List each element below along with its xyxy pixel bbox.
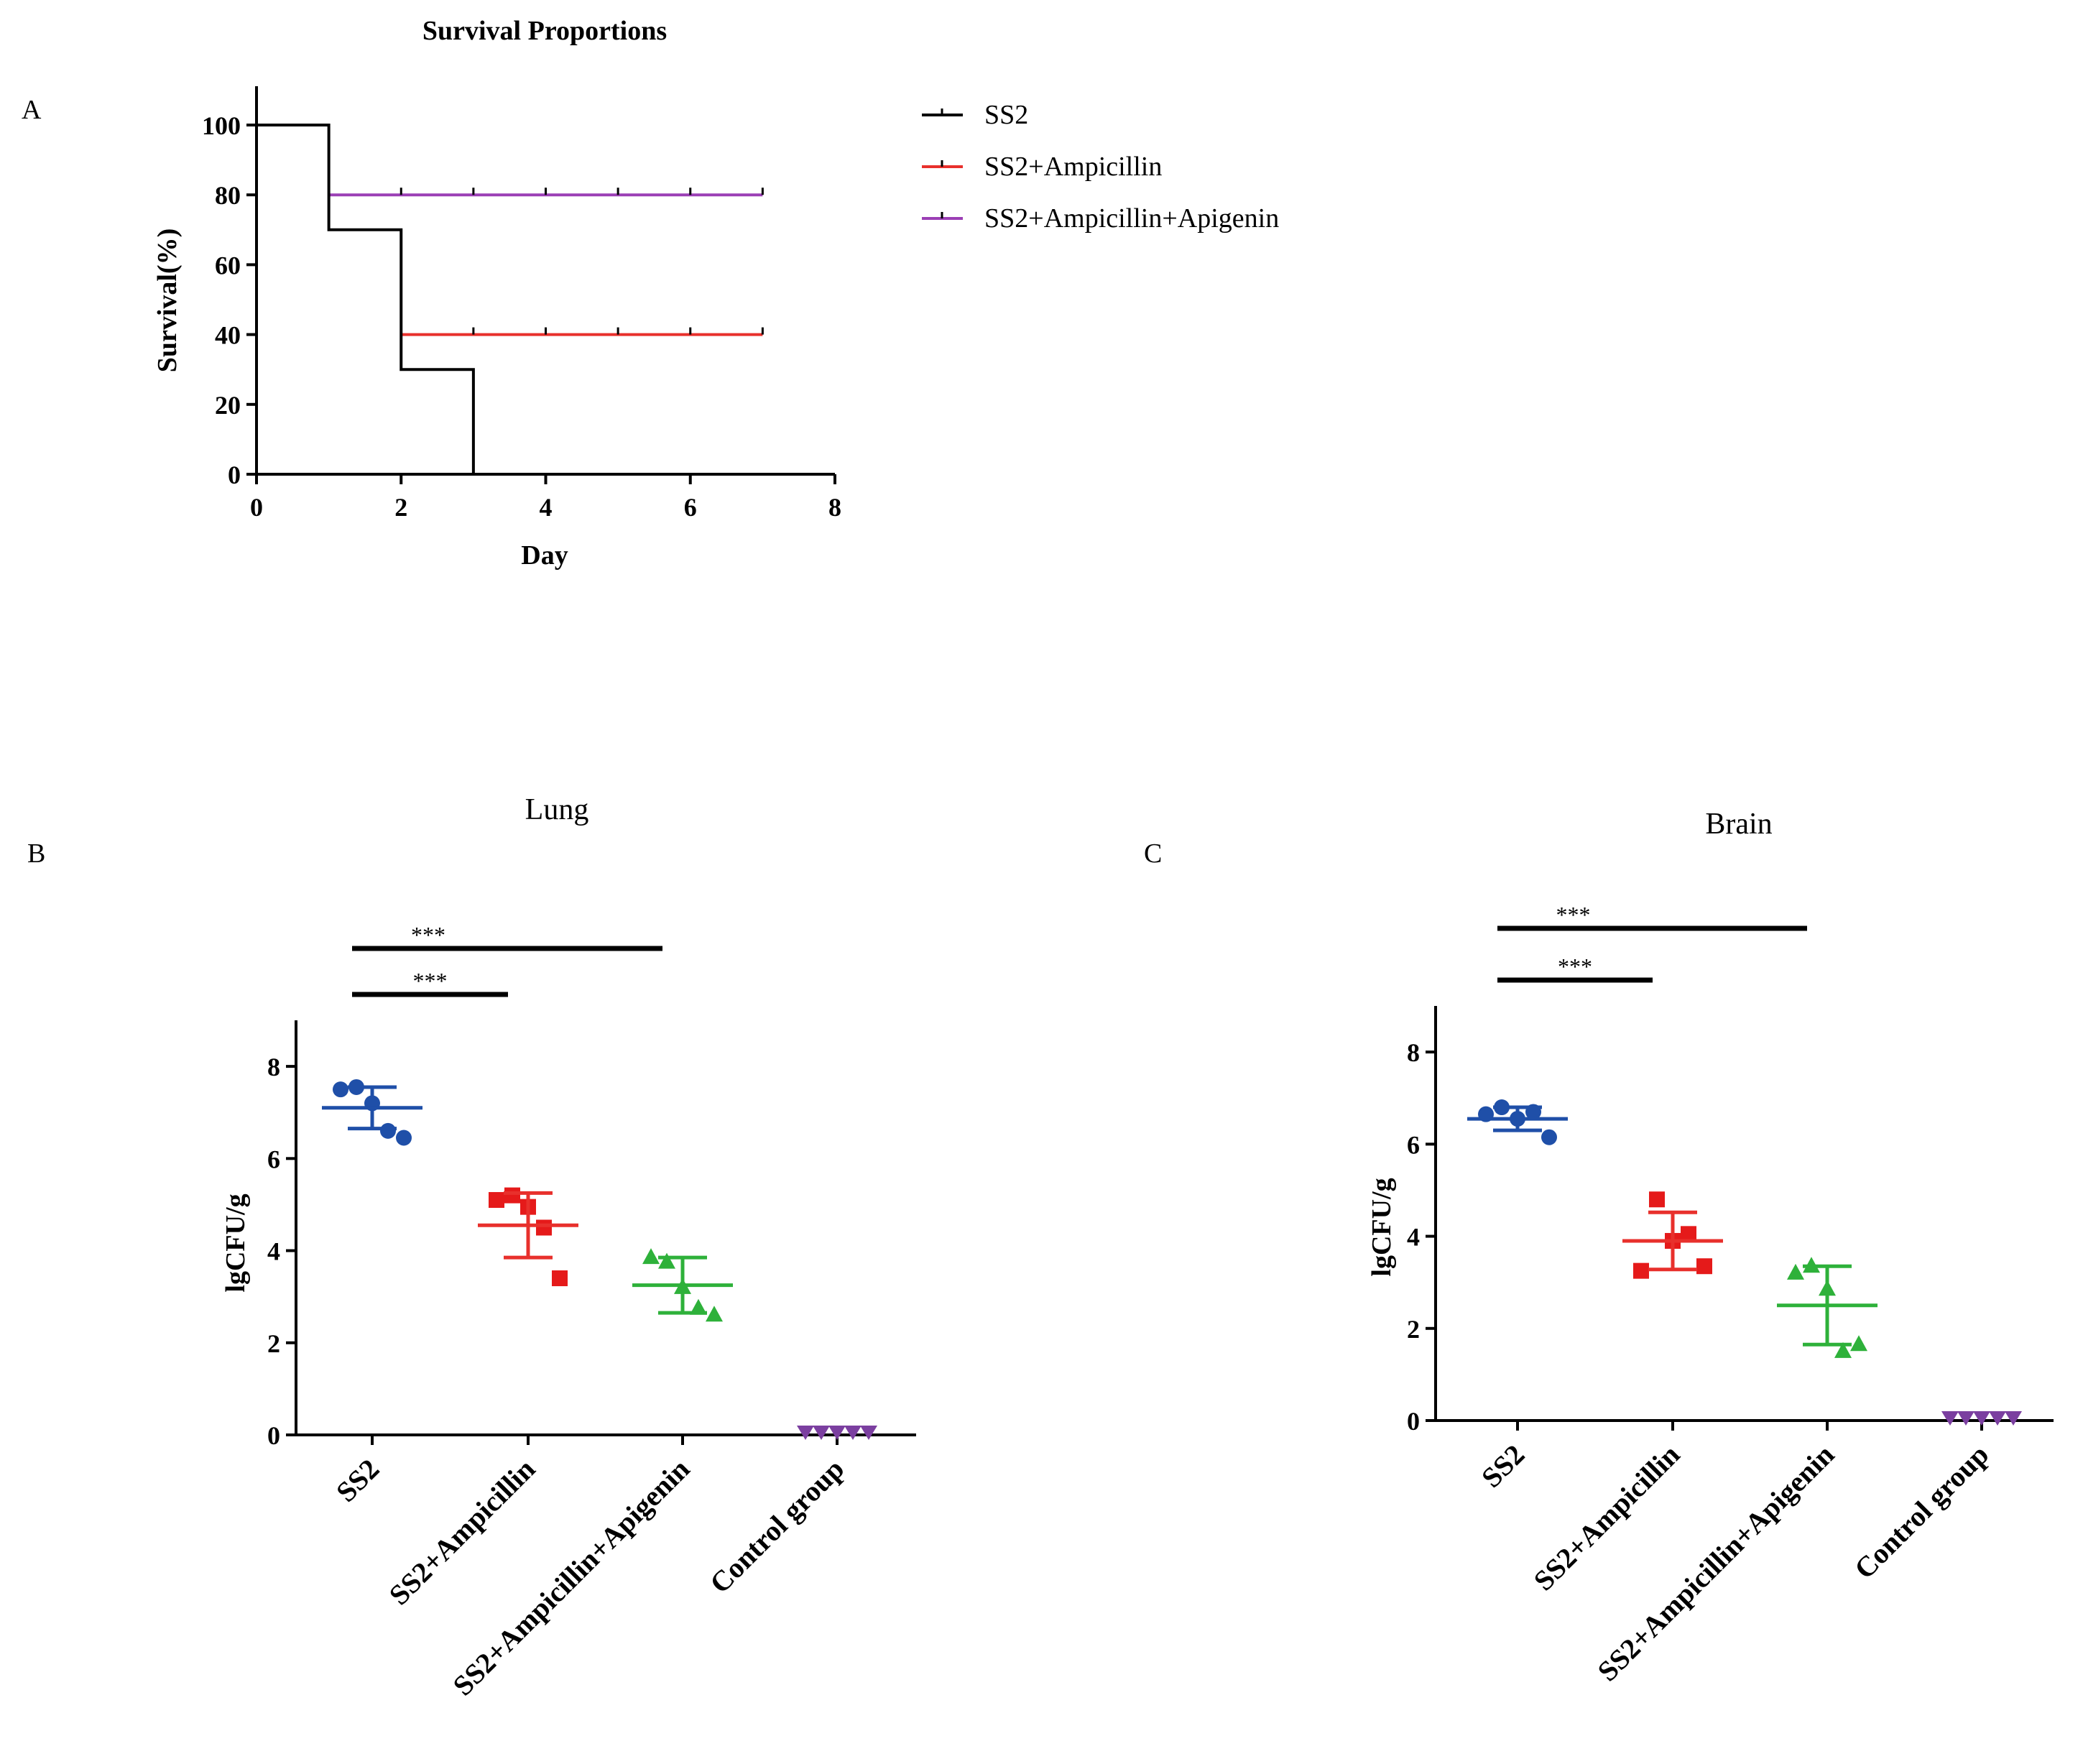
data-point-triangle-up [1850,1335,1867,1352]
panel-label-c: C [1144,839,1162,869]
y-axis-label-b: lgCFU/g [221,1193,251,1292]
chart-title-a: Survival Proportions [422,16,667,46]
data-point-triangle-up [690,1298,707,1315]
y-tick-label: 2 [1407,1315,1420,1344]
panel-label-b: B [27,839,45,869]
y-tick-label: 60 [215,251,241,280]
legend-label-1: SS2+Ampicillin [984,152,1162,182]
data-point-square [489,1192,504,1209]
significance-label: *** [1558,953,1592,979]
data-point-circle [396,1130,412,1146]
significance-label: *** [413,968,448,994]
x-axis-label-a: Day [521,540,568,571]
plot-area-c [1467,1099,2022,1426]
data-point-square [1696,1258,1712,1275]
y-tick-label: 4 [267,1237,280,1266]
data-point-square [1633,1262,1649,1279]
chart-title-c: Brain [1705,808,1772,841]
data-point-square [552,1270,568,1287]
y-tick-label: 20 [215,391,241,420]
data-point-triangle-down [1989,1411,2006,1426]
plot-area-a [257,124,764,474]
y-tick-label: 80 [215,181,241,210]
axes-a: 0 20 40 60 80 100 0 2 4 6 8 [202,86,841,522]
y-tick-label: 2 [267,1329,280,1358]
data-point-triangle-up [642,1248,660,1265]
x-tick-label: 6 [684,493,697,522]
data-point-circle [1541,1129,1557,1145]
legend-label-0: SS2 [984,100,1028,130]
y-tick-label: 0 [267,1421,280,1450]
data-point-triangle-down [860,1426,877,1440]
data-point-square [536,1219,552,1236]
data-point-triangle-down [1973,1411,1990,1426]
legend-a: SS2 SS2+Ampicillin SS2+Ampicillin+Apigenin [922,100,1279,234]
y-tick-label: 6 [1407,1130,1420,1159]
survival-line-0 [257,124,475,474]
data-point-triangle-down [813,1426,830,1440]
x-tick-label: 4 [540,493,553,522]
significance-label: *** [411,922,445,948]
data-point-square [504,1187,520,1204]
panel-a: A Survival Proportions Day Survival(%) 0… [22,16,1279,571]
data-point-triangle-down [2005,1411,2022,1426]
y-tick-label: 4 [1407,1223,1420,1252]
data-point-triangle-down [844,1426,862,1440]
significance-label: *** [1556,902,1591,928]
y-tick-label: 100 [202,111,241,140]
x-tick-label: 8 [828,493,841,522]
data-point-circle [380,1122,396,1139]
panel-label-a: A [22,95,42,125]
y-tick-label: 6 [267,1145,280,1173]
data-point-circle [333,1081,348,1098]
data-point-triangle-down [828,1426,846,1440]
y-axis-label-c: lgCFU/g [1367,1178,1397,1276]
y-tick-label: 8 [1407,1038,1420,1067]
y-tick-label: 8 [267,1053,280,1081]
data-point-triangle-down [797,1426,814,1440]
significance-b: *** *** [352,922,662,997]
data-point-triangle-up [1787,1263,1804,1280]
data-point-square [1649,1191,1665,1208]
data-point-triangle-up [658,1252,675,1269]
data-point-triangle-up [706,1306,723,1322]
x-tick-label: 2 [394,493,407,522]
data-point-triangle-down [1957,1411,1975,1426]
significance-c: *** *** [1497,902,1807,983]
y-tick-label: 0 [228,461,241,489]
y-axis-label-a: Survival(%) [152,228,183,373]
chart-title-b: Lung [525,793,589,826]
plot-area-b [322,1079,877,1440]
data-point-triangle-up [1834,1342,1852,1358]
y-tick-label: 40 [215,321,241,350]
data-point-square [1681,1226,1696,1242]
x-tick-label: 0 [250,493,263,522]
y-tick-label: 0 [1407,1407,1420,1436]
legend-label-2: SS2+Ampicillin+Apigenin [984,203,1279,234]
data-point-triangle-down [1941,1411,1959,1426]
